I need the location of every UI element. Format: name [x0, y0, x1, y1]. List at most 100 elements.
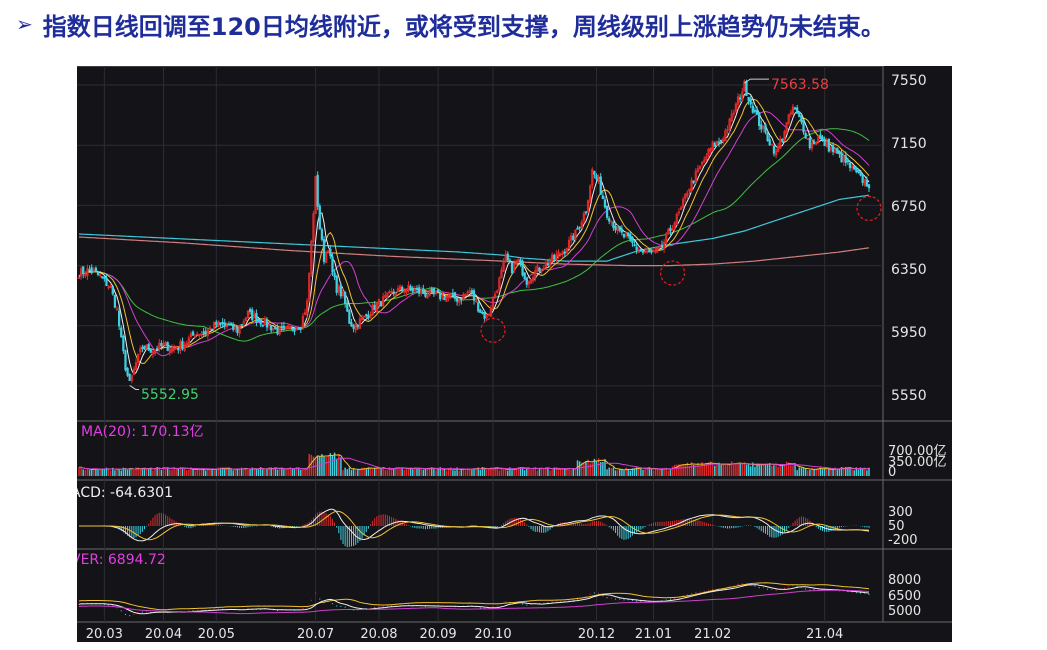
volume-bar	[722, 465, 724, 476]
candle-body	[557, 251, 560, 257]
candle-body	[817, 136, 820, 143]
candle-body	[646, 250, 649, 253]
volume-bar	[492, 467, 494, 476]
candle-body	[341, 291, 345, 297]
candle-body	[253, 314, 256, 319]
candle-body	[508, 259, 512, 262]
candle-body	[458, 298, 461, 303]
volume-bar	[331, 455, 334, 476]
candle-body	[810, 142, 814, 149]
candle-body	[472, 290, 476, 301]
volume-bar	[771, 465, 773, 476]
volume-bar	[720, 464, 722, 476]
volume-bar	[215, 469, 218, 476]
volume-bar	[266, 468, 268, 476]
candle-body	[289, 325, 292, 328]
candle-body	[855, 167, 858, 173]
candle-body	[449, 294, 452, 297]
volume-bar	[412, 469, 414, 476]
candle-body	[164, 342, 167, 345]
candle-body	[791, 106, 795, 115]
candle-body	[126, 367, 129, 376]
volume-bar	[183, 468, 186, 476]
candle-body	[246, 310, 250, 319]
candle-body	[259, 319, 262, 325]
candle-body	[658, 245, 662, 248]
candle-body	[614, 225, 617, 231]
candle-body	[145, 344, 148, 349]
candle-body	[500, 269, 503, 279]
candle-body	[270, 325, 273, 331]
candle-body	[120, 327, 123, 338]
candle-body	[183, 344, 186, 351]
candle-body	[424, 292, 427, 297]
volume-bar	[840, 467, 843, 476]
candle-body	[853, 165, 856, 170]
volume-bar	[661, 468, 663, 476]
volume-bar	[747, 464, 750, 476]
candle-body	[521, 260, 524, 276]
volume-bar	[612, 467, 615, 476]
vol-tick-700: 700.00亿	[888, 444, 947, 459]
volume-bar	[745, 464, 748, 476]
volume-bar	[566, 468, 568, 476]
x-tick-label: 20.03	[86, 627, 123, 642]
candle-body	[327, 250, 330, 252]
candle-body	[84, 273, 87, 277]
volume-bar	[126, 469, 129, 476]
volume-bar	[488, 468, 490, 476]
candle-body	[377, 299, 381, 305]
volume-bar	[164, 468, 167, 476]
candle-body	[360, 317, 364, 320]
volume-bar	[177, 468, 180, 476]
candle-body	[200, 333, 203, 336]
candle-body	[432, 288, 436, 295]
candle-body	[561, 251, 564, 255]
volume-bar	[409, 467, 412, 476]
volume-bar	[128, 468, 131, 476]
candle-body	[422, 288, 425, 295]
candle-body	[470, 290, 474, 294]
volume-bar	[414, 467, 416, 476]
candle-body	[578, 226, 581, 229]
candle-body	[785, 122, 788, 134]
candle-body	[293, 329, 296, 332]
volume-bar	[335, 458, 338, 476]
volume-bar	[329, 453, 332, 476]
volume-bar	[568, 467, 570, 476]
candle-body	[863, 178, 866, 186]
candle-body	[736, 96, 740, 105]
volume-bar	[775, 463, 777, 476]
candle-body	[802, 119, 805, 133]
volume-bar	[823, 468, 826, 476]
macd-dea-line	[79, 510, 870, 541]
x-tick-label: 20.08	[360, 627, 397, 642]
candle-body	[204, 331, 207, 334]
vol-tick-0: 0	[888, 465, 896, 480]
volume-bar	[367, 467, 370, 476]
candle-body	[671, 228, 674, 231]
candle-body	[156, 348, 159, 351]
y-tick-5950: 5950	[891, 325, 927, 341]
candle-body	[460, 298, 463, 301]
candle-body	[760, 124, 763, 130]
candle-body	[168, 348, 171, 353]
volume-bar	[118, 469, 120, 476]
volume-bar	[699, 465, 701, 476]
candle-body	[217, 320, 220, 328]
volume-bar	[116, 468, 118, 476]
candle-body	[160, 343, 163, 347]
candle-body	[510, 262, 514, 274]
candle-body	[238, 325, 241, 335]
volume-bar	[523, 470, 526, 476]
y-tick-6750: 6750	[891, 199, 927, 215]
volume-bar	[540, 467, 543, 476]
volume-bar	[198, 469, 201, 476]
candle-body	[679, 207, 683, 211]
volume-bar	[859, 467, 862, 476]
candle-body	[128, 373, 131, 381]
chart-svg: 7550 7150 6750 6350 5950 5550 7563.58 55…	[77, 66, 952, 642]
volume-bar	[135, 467, 137, 476]
candle-body	[426, 295, 429, 299]
candle-body	[208, 327, 212, 330]
